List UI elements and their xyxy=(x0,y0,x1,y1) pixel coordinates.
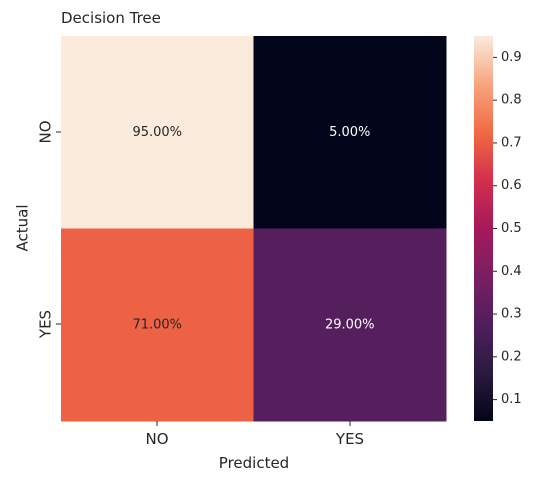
cell-annotations: 95.00% 5.00% 71.00% 29.00% xyxy=(132,125,374,333)
y-tick-label-no: NO xyxy=(37,120,55,143)
heatmap-cells xyxy=(61,36,447,422)
y-axis-label: Actual xyxy=(14,205,32,252)
x-tick-label-no: NO xyxy=(145,430,168,448)
colorbar: 0.1 0.2 0.3 0.4 0.5 0.6 0.7 0.8 0.9 xyxy=(474,36,522,421)
colorbar-tick-label: 0.6 xyxy=(501,178,522,193)
colorbar-gradient xyxy=(474,36,493,421)
x-tick-label-yes: YES xyxy=(335,430,364,448)
heatmap-cell-yes-no xyxy=(61,228,254,422)
cell-annotation-no-yes: 5.00% xyxy=(329,125,370,140)
heatmap-cell-no-no xyxy=(61,36,254,229)
colorbar-tick-label: 0.8 xyxy=(501,93,522,108)
colorbar-ticks: 0.1 0.2 0.3 0.4 0.5 0.6 0.7 0.8 0.9 xyxy=(493,50,522,407)
chart-title: Decision Tree xyxy=(61,9,161,27)
colorbar-tick-label: 0.1 xyxy=(501,392,522,407)
y-axis: NO YES Actual xyxy=(14,120,61,339)
colorbar-tick-label: 0.9 xyxy=(501,50,522,65)
cell-annotation-yes-no: 71.00% xyxy=(132,317,182,332)
x-axis-label: Predicted xyxy=(219,454,289,472)
colorbar-tick-label: 0.4 xyxy=(501,264,522,279)
colorbar-tick-label: 0.3 xyxy=(501,307,522,322)
heatmap-cell-yes-yes xyxy=(253,228,447,422)
colorbar-tick-label: 0.5 xyxy=(501,221,522,236)
cell-annotation-yes-yes: 29.00% xyxy=(325,317,375,332)
colorbar-tick-label: 0.7 xyxy=(501,135,522,150)
cell-annotation-no-no: 95.00% xyxy=(132,125,182,140)
y-tick-label-yes: YES xyxy=(37,310,55,339)
x-axis: NO YES Predicted xyxy=(145,421,364,472)
heatmap-cell-no-yes xyxy=(253,36,447,229)
colorbar-tick-label: 0.2 xyxy=(501,349,522,364)
